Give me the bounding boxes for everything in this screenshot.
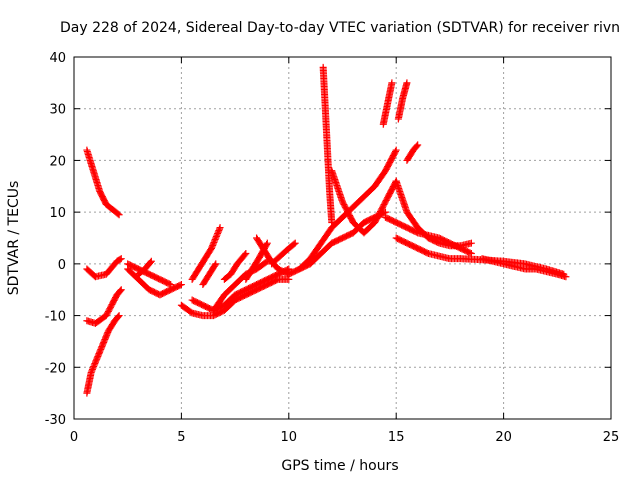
series-track-27 — [478, 255, 570, 281]
series-track-24 — [392, 177, 475, 250]
data-point — [90, 363, 98, 371]
data-point — [209, 240, 217, 248]
data-point — [117, 286, 125, 294]
data-point — [116, 287, 124, 295]
series-track-10 — [188, 224, 224, 283]
data-point — [167, 281, 175, 289]
y-tick-label: 0 — [58, 258, 66, 273]
axis-ticks: 0 5 10 15 20 25 40 30 20 10 0 -10 -20 -30 — [45, 51, 620, 445]
series-track-11 — [199, 260, 220, 289]
data-point — [328, 218, 336, 226]
data-point — [87, 368, 95, 376]
x-tick-label: 25 — [603, 430, 620, 445]
data-point — [388, 79, 396, 87]
data-point — [114, 313, 122, 321]
data-point — [90, 361, 98, 369]
y-tick-label: -10 — [45, 310, 66, 325]
series-track-18 — [296, 146, 400, 273]
data-point — [466, 249, 474, 257]
data-point — [413, 142, 421, 150]
series-track-3 — [83, 286, 125, 327]
series-track-15 — [253, 234, 293, 278]
y-axis-title: SDTVAR / TECUs — [6, 181, 22, 296]
y-tick-label: 40 — [49, 51, 66, 66]
data-point — [214, 230, 222, 238]
data-point — [212, 234, 220, 242]
data-point — [212, 233, 220, 241]
data-point — [562, 273, 570, 281]
data-point — [88, 367, 96, 375]
x-tick-label: 10 — [281, 430, 298, 445]
data-point — [115, 312, 123, 320]
data-point — [117, 255, 125, 263]
data-point — [115, 211, 123, 219]
y-tick-label: 30 — [49, 103, 66, 118]
data-point — [211, 237, 219, 245]
series-track-13 — [220, 250, 250, 283]
data-point — [241, 251, 249, 259]
y-tick-label: 20 — [49, 154, 66, 169]
data-point — [147, 257, 155, 265]
data-point — [215, 225, 223, 233]
data-point — [242, 250, 250, 258]
series-track-19 — [319, 63, 336, 226]
data-point — [211, 235, 219, 243]
data-point — [211, 261, 219, 269]
y-tick-label: -20 — [45, 361, 66, 376]
plot-frame — [73, 56, 612, 420]
data-point — [290, 240, 298, 248]
series-track-25 — [381, 213, 475, 258]
series-track-9 — [188, 265, 293, 314]
data-point — [213, 231, 221, 239]
x-axis-title: GPS time / hours — [281, 458, 398, 474]
data-point — [392, 146, 400, 154]
series-track-23 — [403, 141, 422, 164]
x-tick-label: 0 — [70, 430, 78, 445]
series-track-1 — [83, 146, 123, 219]
data-point — [391, 147, 399, 155]
data-point — [403, 79, 411, 87]
data-point — [214, 228, 222, 236]
data-point — [263, 239, 271, 247]
data-point — [414, 141, 422, 149]
series-track-22 — [394, 79, 411, 123]
data-point — [215, 227, 223, 235]
x-tick-label: 15 — [388, 430, 405, 445]
chart-title: Day 228 of 2024, Sidereal Day-to-day VTE… — [60, 20, 620, 36]
data-point — [114, 210, 122, 218]
series-track-4 — [83, 255, 125, 281]
y-tick-label: -30 — [45, 413, 66, 428]
data-point — [207, 244, 215, 252]
y-tick-label: 10 — [49, 206, 66, 221]
data-point — [176, 281, 184, 289]
data-point — [262, 258, 270, 266]
data-point — [291, 239, 299, 247]
data-point — [209, 241, 217, 249]
series-track-16 — [268, 239, 299, 268]
series-track-21 — [379, 79, 396, 128]
data-point — [208, 243, 216, 251]
data-point — [88, 366, 96, 374]
data-point — [210, 238, 218, 246]
data-point — [146, 258, 154, 266]
data-point — [263, 240, 271, 248]
data-point — [212, 260, 220, 268]
series-track-2 — [83, 312, 123, 397]
x-tick-label: 5 — [177, 430, 185, 445]
data-point — [116, 255, 124, 263]
series-track-5 — [124, 265, 185, 299]
series-track-7 — [134, 257, 155, 278]
data-points — [83, 63, 570, 397]
data-point — [165, 280, 173, 288]
data-point — [177, 281, 185, 289]
data-point — [89, 364, 97, 372]
data-point — [467, 239, 475, 247]
data-point — [216, 224, 224, 232]
x-tick-label: 20 — [495, 430, 512, 445]
